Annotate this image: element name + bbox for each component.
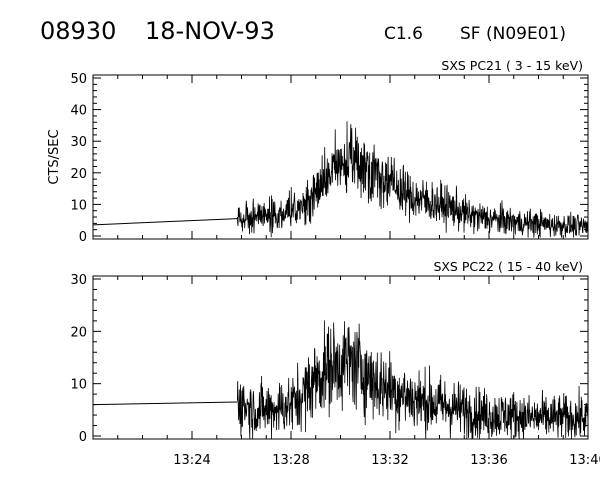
pc22-x-tick-label: 13:32 — [371, 453, 408, 468]
pc22-y-tick-label: 30 — [70, 273, 87, 288]
pc22-y-tick-label: 0 — [79, 430, 87, 445]
pc21-count-rate-trace — [236, 121, 589, 238]
event-id: 08930 — [40, 17, 116, 45]
y-axis-label: CTS/SEC — [47, 129, 62, 184]
pc22-x-tick-label: 13:24 — [173, 453, 210, 468]
pc21-y-tick-label: 10 — [70, 198, 87, 213]
pc22-x-tick-label: 13:28 — [272, 453, 309, 468]
pc22-y-tick-label: 10 — [70, 378, 87, 393]
pc22-y-tick-label: 20 — [70, 325, 87, 340]
flare-info: SF (N09E01) — [460, 24, 566, 44]
panel-pc22: SXS PC22 ( 15 - 40 keV) 0 10 20 30 13:24 13:2… — [70, 259, 600, 468]
panel-pc22-axes: 0 10 20 30 13:24 13:28 13:32 13:36 13:40 — [70, 273, 600, 468]
pc21-y-tick-label: 40 — [70, 104, 87, 119]
event-date: 18-NOV-93 — [145, 17, 275, 45]
panel-pc22-series — [92, 320, 589, 439]
pc21-interpolated-segment — [92, 218, 238, 226]
pc21-y-tick-label: 20 — [70, 167, 87, 182]
pc21-y-tick-label: 0 — [79, 230, 87, 245]
panel-pc21: SXS PC21 ( 3 - 15 keV) CTS/SEC 0 10 20 30 40… — [47, 58, 589, 245]
pc22-interpolated-segment — [92, 401, 238, 406]
pc22-x-tick-label: 13:36 — [470, 453, 507, 468]
goes-class: C1.6 — [384, 24, 423, 44]
pc22-count-rate-trace — [236, 320, 589, 439]
panel-pc21-series — [92, 121, 589, 238]
panel-pc22-title: SXS PC22 ( 15 - 40 keV) — [433, 259, 583, 274]
pc21-y-tick-label: 30 — [70, 135, 87, 150]
panel-pc21-axes: 0 10 20 30 40 50 — [70, 72, 589, 245]
pc22-x-tick-label: 13:40 — [569, 453, 600, 468]
pc21-y-tick-label: 50 — [70, 72, 87, 87]
panel-pc21-title: SXS PC21 ( 3 - 15 keV) — [441, 58, 583, 73]
